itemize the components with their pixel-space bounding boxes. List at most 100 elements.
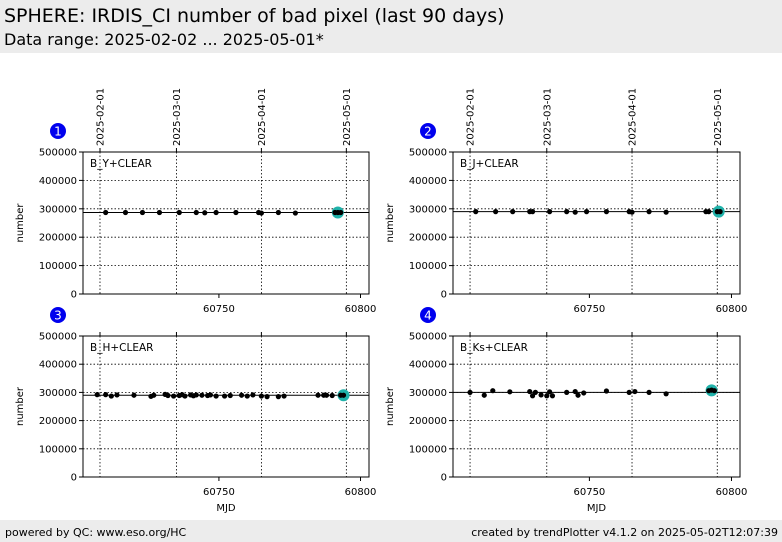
data-point <box>572 388 578 395</box>
data-point <box>94 392 100 398</box>
chart-panel-2: 0 100000 200000 300000 400000 500000 60750 6080… <box>385 88 747 315</box>
data-point <box>193 392 199 398</box>
data-point <box>629 209 635 215</box>
x-tick-label: 60800 <box>716 487 748 498</box>
y-tick-label: 100000 <box>39 261 77 272</box>
data-point <box>507 389 513 395</box>
data-point <box>139 209 146 216</box>
data-point <box>315 392 321 398</box>
data-point <box>711 388 718 394</box>
data-point <box>663 209 669 215</box>
data-point <box>632 388 638 395</box>
x-axis-label: MJD <box>587 503 607 514</box>
data-point <box>549 393 556 399</box>
data-point <box>103 209 109 216</box>
data-point <box>275 209 281 216</box>
data-point <box>717 209 723 215</box>
data-point <box>547 209 553 215</box>
data-point <box>547 389 553 395</box>
y-tick-label: 100000 <box>39 444 77 455</box>
x-tick-label: 60800 <box>345 487 377 498</box>
data-point <box>646 389 652 395</box>
y-tick-label: 400000 <box>39 176 77 187</box>
data-point <box>626 389 632 395</box>
data-point <box>151 392 157 398</box>
data-point <box>156 209 163 216</box>
y-axis-label: number <box>385 203 396 243</box>
data-point <box>182 393 188 399</box>
y-tick-label: 300000 <box>39 388 77 399</box>
chart-panel-1: 0 100000 200000 300000 400000 500000 60750 6080… <box>15 88 376 315</box>
data-point <box>199 392 205 398</box>
data-point <box>529 209 536 215</box>
data-point <box>275 394 281 400</box>
page-subtitle: Data range: 2025-02-02 ... 2025-05-01* <box>4 30 324 49</box>
x-axis-label: MJD <box>216 503 236 514</box>
data-point <box>663 391 669 397</box>
data-point <box>572 209 578 215</box>
y-tick-label: 0 <box>441 290 447 301</box>
y-tick-label: 0 <box>441 473 447 484</box>
x-tick-label: 60800 <box>345 304 377 315</box>
footer-credit[interactable]: powered by QC: www.eso.org/HC <box>5 526 187 539</box>
data-point <box>564 389 570 395</box>
y-tick-label: 300000 <box>409 204 447 215</box>
data-point <box>538 392 544 398</box>
data-point <box>510 209 516 215</box>
plot-frame <box>452 335 741 478</box>
data-point <box>227 392 233 399</box>
data-point <box>250 392 256 398</box>
data-point <box>583 209 590 215</box>
panel-number-badge <box>420 123 436 139</box>
y-tick-label: 400000 <box>39 360 77 371</box>
y-tick-label: 300000 <box>409 388 447 399</box>
x-tick-label: 60800 <box>716 304 748 315</box>
data-point <box>706 209 712 215</box>
data-point <box>202 210 208 216</box>
date-tick-label: 2025-03-01 <box>172 88 183 146</box>
date-tick-label: 2025-05-01 <box>342 88 353 146</box>
x-tick-label: 60750 <box>573 487 605 498</box>
data-point <box>165 392 171 399</box>
y-tick-label: 0 <box>71 290 77 301</box>
data-point <box>171 393 177 399</box>
y-tick-label: 100000 <box>409 261 447 272</box>
data-point <box>103 392 109 398</box>
y-tick-label: 200000 <box>39 416 77 427</box>
data-point <box>233 209 239 216</box>
plot-frame <box>82 335 370 478</box>
data-point <box>238 392 245 398</box>
y-tick-label: 400000 <box>409 360 447 371</box>
data-point <box>564 209 570 215</box>
plot-frame <box>452 151 741 295</box>
panel-number-label: 3 <box>54 309 62 323</box>
chart-panel-4: 0 100000 200000 300000 400000 500000 60750 6080… <box>385 307 747 514</box>
data-point <box>213 209 219 216</box>
panel-number-label: 1 <box>54 125 62 139</box>
x-tick-label: 60750 <box>203 304 235 315</box>
date-tick-label: 2025-02-01 <box>466 88 477 146</box>
y-tick-label: 500000 <box>39 332 77 343</box>
data-point <box>292 210 298 216</box>
date-tick-label: 2025-03-01 <box>542 88 553 146</box>
data-point <box>207 392 214 398</box>
data-point <box>264 394 270 400</box>
data-point <box>532 389 539 395</box>
y-tick-label: 200000 <box>39 233 77 244</box>
data-point <box>193 209 199 216</box>
y-tick-label: 100000 <box>409 444 447 455</box>
data-point <box>481 392 487 398</box>
data-point <box>603 388 610 394</box>
y-tick-label: 500000 <box>409 148 447 159</box>
page-header: SPHERE: IRDIS_CI number of bad pixel (la… <box>0 0 782 53</box>
data-point <box>108 393 114 399</box>
y-tick-label: 0 <box>71 473 77 484</box>
y-axis-label: number <box>15 386 26 426</box>
page-title: SPHERE: IRDIS_CI number of bad pixel (la… <box>4 5 505 27</box>
data-point <box>603 209 610 215</box>
data-point <box>281 393 287 399</box>
date-tick-label: 2025-02-01 <box>95 88 106 146</box>
panel-label: B_Y+CLEAR <box>90 158 152 170</box>
panel-number-badge <box>50 307 66 323</box>
data-point <box>258 393 264 399</box>
